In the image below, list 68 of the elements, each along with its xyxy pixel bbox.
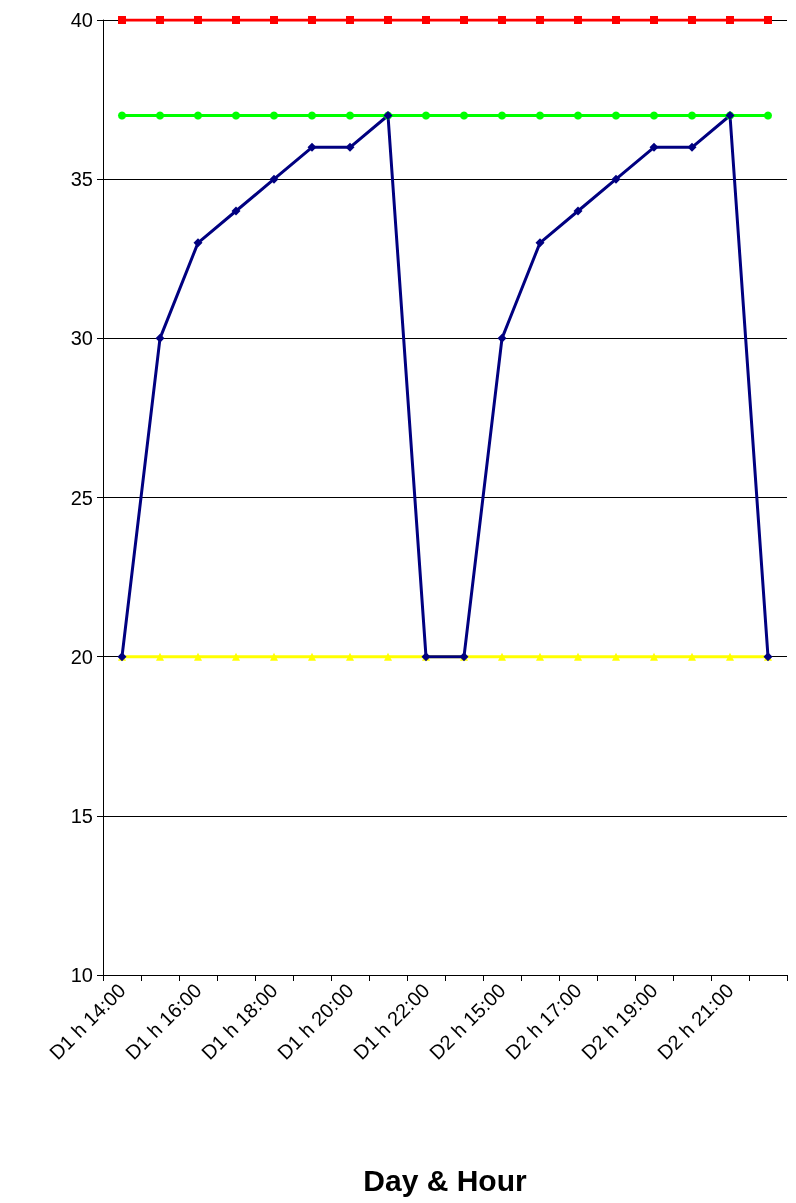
y-tick-label: 35 [70,168,93,191]
point [308,16,316,24]
point [270,652,278,661]
point [460,16,468,24]
point [155,333,165,343]
point [650,652,658,661]
point [573,206,583,216]
point [650,16,658,24]
y-tick-label: 10 [70,964,93,986]
y-tick-label: 30 [70,327,93,350]
point [612,111,620,120]
point [308,111,316,120]
point [345,142,355,152]
point [270,16,278,24]
y-tick-label: 15 [70,804,93,827]
point [232,652,240,661]
point [194,16,202,24]
point [764,111,772,120]
point [535,238,545,248]
point [346,16,354,24]
point [498,652,506,661]
point [574,111,582,120]
point [194,111,202,120]
point [688,111,696,120]
y-tick-label: 40 [70,9,93,31]
point [118,16,126,24]
point [422,111,430,120]
point [231,206,241,216]
point [612,652,620,661]
point [384,652,392,661]
point [650,111,658,120]
point [726,16,734,24]
point [384,16,392,24]
point [612,16,620,24]
point [118,111,126,120]
point [193,238,203,248]
point [422,16,430,24]
point [269,174,279,184]
point [649,142,659,152]
point [688,16,696,24]
point [307,142,317,152]
point [536,16,544,24]
point [574,16,582,24]
point [536,111,544,120]
point [156,16,164,24]
x-axis-title: Day & Hour [363,1163,527,1197]
point [156,652,164,661]
point [346,111,354,120]
point [308,652,316,661]
point [498,111,506,120]
point [194,652,202,661]
point [232,111,240,120]
point [536,652,544,661]
point [687,142,697,152]
point [726,652,734,661]
point [346,652,354,661]
y-tick-label: 20 [70,645,93,668]
point [764,16,772,24]
point [156,111,164,120]
point [460,111,468,120]
point [611,174,621,184]
point [497,333,507,343]
point [270,111,278,120]
point [574,652,582,661]
point [688,652,696,661]
y-tick-label: 25 [70,486,93,509]
point [498,16,506,24]
point [232,16,240,24]
